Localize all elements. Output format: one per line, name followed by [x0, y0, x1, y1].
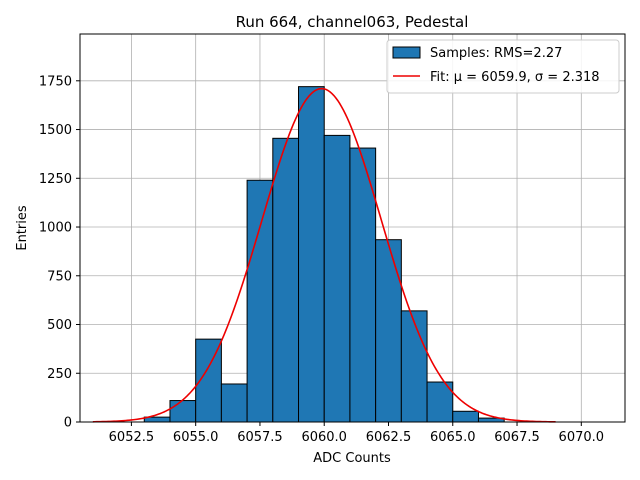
histogram-bar-10: [400, 310, 428, 423]
histogram-bar-9: [375, 239, 402, 423]
y-tick-label-7: 1750: [39, 74, 72, 89]
y-tick-label-2: 500: [47, 318, 72, 333]
histogram-bar-3: [220, 383, 248, 423]
legend-label-fit: Fit: μ = 6059.9, σ = 2.318: [430, 70, 600, 85]
fit-curve: [92, 87, 556, 423]
x-tick-label-2: 6057.5: [237, 430, 283, 445]
y-axis-ticks: 0 250 500 750 1000 1250 1500 1750: [39, 74, 80, 431]
histogram-bars: [143, 86, 505, 423]
y-tick-label-0: 0: [64, 416, 72, 431]
x-tick-label-0: 6052.5: [109, 430, 155, 445]
plot-area-frame: [79, 33, 626, 423]
legend-swatch-samples: [392, 46, 421, 59]
x-axis-label: ADC Counts: [313, 451, 391, 466]
x-tick-label-4: 6062.5: [366, 430, 412, 445]
histogram-bar-8: [349, 147, 377, 423]
x-tick-label-5: 6065.0: [430, 430, 476, 445]
histogram-bar-12: [452, 410, 479, 423]
x-tick-label-1: 6055.0: [173, 430, 219, 445]
legend-label-samples: Samples: RMS=2.27: [430, 46, 562, 61]
x-tick-label-6: 6067.5: [494, 430, 540, 445]
x-tick-label-7: 6070.0: [559, 430, 605, 445]
histogram-bar-4: [246, 179, 274, 423]
legend: Samples: RMS=2.27 Fit: μ = 6059.9, σ = 2…: [386, 39, 620, 94]
histogram-bar-1: [169, 400, 197, 423]
chart-title: Run 664, channel063, Pedestal: [236, 13, 469, 31]
histogram-bar-11: [426, 381, 454, 423]
legend-box: [386, 39, 620, 94]
histogram-bar-6: [298, 86, 325, 423]
y-tick-label-3: 750: [47, 269, 72, 284]
y-tick-label-4: 1000: [39, 221, 72, 236]
y-tick-label-6: 1500: [39, 123, 72, 138]
x-axis-ticks: 6052.5 6055.0 6057.5 6060.0 6062.5 6065.0 6067…: [109, 422, 604, 445]
y-axis-label: Entries: [15, 205, 30, 251]
y-tick-label-5: 1250: [39, 172, 72, 187]
histogram-bar-5: [272, 137, 300, 423]
y-tick-label-1: 250: [47, 367, 72, 382]
x-tick-label-3: 6060.0: [301, 430, 347, 445]
histogram-bar-7: [323, 134, 351, 423]
